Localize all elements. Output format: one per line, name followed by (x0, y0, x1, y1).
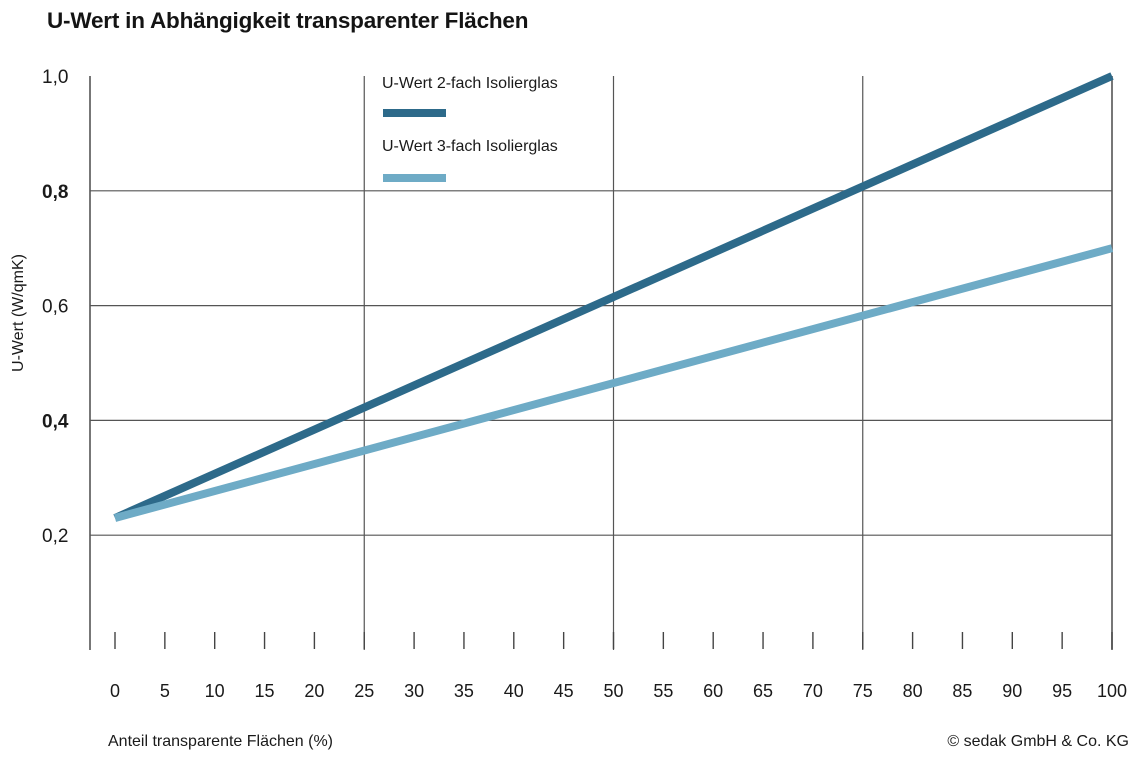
x-tick-label: 20 (304, 681, 324, 701)
x-tick-label: 5 (160, 681, 170, 701)
x-tick-label: 100 (1097, 681, 1127, 701)
series-line-2 (113, 244, 1114, 522)
y-tick-label: 1,0 (42, 67, 68, 88)
x-tick-label: 15 (255, 681, 275, 701)
y-axis-labels: 1,0 0,8 0,6 0,4 0,2 (42, 67, 69, 547)
series-line-1 (113, 72, 1114, 522)
x-tick-label: 45 (554, 681, 574, 701)
x-tick-label: 80 (903, 681, 923, 701)
x-tick-label: 0 (110, 681, 120, 701)
legend-label-2: U-Wert 3-fach Isolierglas (382, 138, 558, 155)
x-tick-label: 10 (205, 681, 225, 701)
x-tick-label: 65 (753, 681, 773, 701)
grid (89, 76, 1113, 650)
x-tick-label: 90 (1002, 681, 1022, 701)
x-tick-label: 60 (703, 681, 723, 701)
x-tick-label: 95 (1052, 681, 1072, 701)
x-axis-ticks (114, 632, 1113, 649)
x-tick-label: 40 (504, 681, 524, 701)
y-axis-title: U-Wert (W/qmK) (10, 254, 27, 372)
x-axis-labels: 0 5 10 15 20 25 30 35 40 45 50 55 60 65 70 75 80 85 90 95 10… (110, 681, 1127, 701)
x-tick-label: 25 (354, 681, 374, 701)
y-tick-label: 0,8 (42, 182, 68, 203)
y-tick-label: 0,2 (42, 526, 68, 547)
legend-label-1: U-Wert 2-fach Isolierglas (382, 75, 558, 92)
y-tick-label: 0,4 (42, 411, 69, 432)
x-tick-label: 75 (853, 681, 873, 701)
series-lines (113, 72, 1114, 522)
x-tick-label: 50 (603, 681, 623, 701)
x-tick-label: 70 (803, 681, 823, 701)
x-axis-title: Anteil transparente Flächen (%) (108, 733, 333, 750)
legend: U-Wert 2-fach Isolierglas U-Wert 3-fach I… (382, 75, 558, 182)
x-tick-label: 55 (653, 681, 673, 701)
x-tick-label: 35 (454, 681, 474, 701)
x-tick-label: 85 (952, 681, 972, 701)
copyright-note: © sedak GmbH & Co. KG (947, 733, 1129, 750)
x-tick-label: 30 (404, 681, 424, 701)
chart-title: U-Wert in Abhängigkeit transparenter Flä… (47, 8, 529, 33)
y-tick-label: 0,6 (42, 297, 68, 318)
